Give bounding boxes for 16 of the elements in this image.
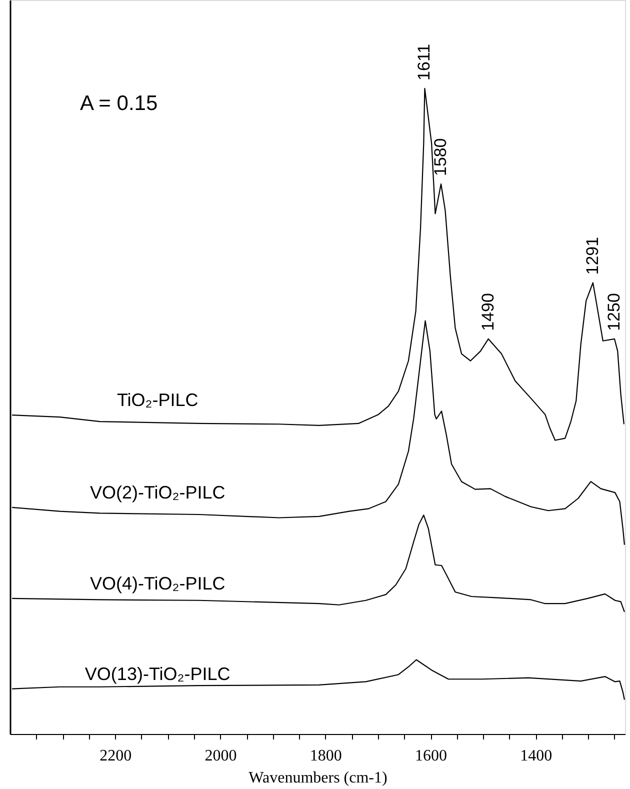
annotation: 1611 [414, 44, 434, 80]
annotation: 1580 [431, 138, 450, 176]
x-tick-label: 2200 [100, 748, 132, 764]
annotation: A = 0.15 [80, 92, 158, 115]
x-tick-label: 1600 [415, 748, 448, 764]
series-label: VO(13)-TiO₂-PILC [84, 664, 230, 684]
series-label: VO(4)-TiO₂-PILC [90, 573, 226, 594]
annotation: 1291 [582, 236, 602, 275]
series-label: VO(2)-TiO₂-PILC [90, 482, 226, 502]
x-axis-title: Wavenumbers (cm-1) [248, 770, 388, 786]
series-label: TiO₂-PILC [116, 390, 198, 410]
annotation: 1490 [478, 293, 498, 331]
annotation: 1250 [604, 293, 624, 331]
x-tick-label: 1400 [520, 748, 552, 764]
x-tick-label: 1800 [310, 748, 342, 764]
x-tick-label: 2000 [204, 748, 237, 764]
